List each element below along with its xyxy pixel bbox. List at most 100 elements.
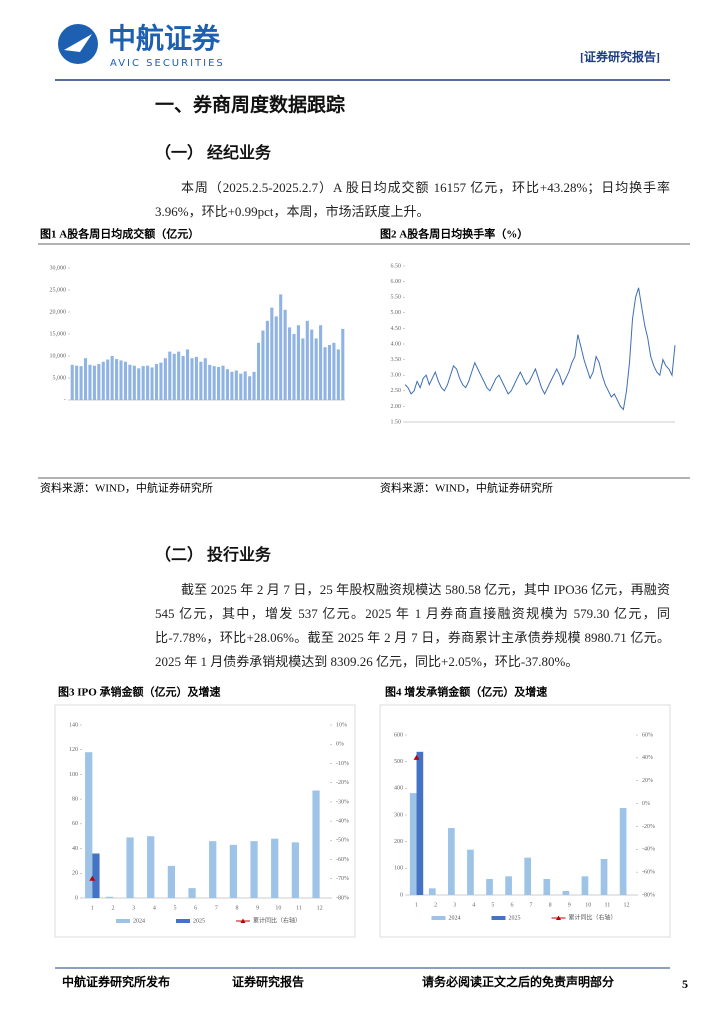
bar [524,857,532,895]
bar [159,362,163,400]
bar [221,365,225,400]
bar [79,366,83,400]
footer-left: 中航证券研究所发布 [62,974,170,989]
bar [70,364,74,400]
page-number: 5 [682,977,688,991]
legend-label: 2025 [509,915,521,921]
bar [312,790,320,898]
bar [274,316,278,400]
y-tick-label: 120 [69,747,78,753]
y2-tick-label: 60% [642,732,653,738]
x-tick-label: 4 [472,902,475,908]
bar [301,338,305,400]
x-tick-label: 8 [549,902,552,908]
bar [314,338,318,400]
bar [505,876,512,895]
paragraph: 截至 2025 年 2 月 7 日，25 年股权融资规模达 580.58 亿元，… [155,582,670,669]
bar [172,353,176,400]
bar [92,853,100,898]
x-tick-label: 12 [317,905,323,911]
y2-tick-label: 20% [642,778,653,784]
figure-frame [54,704,356,938]
bar [217,367,221,400]
bar [234,370,238,400]
bar [428,888,436,895]
bar [83,358,88,400]
x-tick-label: 3 [132,905,135,911]
bar [132,365,136,400]
y-tick-label: 5.00 [391,310,402,316]
bar [291,842,299,898]
section-title: 一、券商周度数据跟踪 [155,95,346,116]
bar [92,365,96,400]
bar [486,879,493,895]
bar [327,345,332,400]
bar [185,349,190,400]
y-tick-label: 25,000 [50,287,67,293]
y-tick-label: 20 [72,871,78,877]
x-tick-label: 9 [256,905,259,911]
x-tick-label: 9 [568,902,571,908]
bar [188,888,196,898]
x-tick-label: 1 [415,902,418,908]
footer-middle: 证券研究报告 [232,974,304,989]
report-tag: [证券研究报告] [580,49,660,64]
figure-title: 图2 A股各周日均换手率（%） [380,227,528,241]
bar [288,327,292,400]
bar [448,828,455,895]
bar [154,363,159,400]
bar [150,367,154,400]
bar [250,841,258,898]
bar [199,361,203,400]
y-tick-label: 6.50 [391,263,402,269]
bar [283,309,287,400]
bar [212,366,216,400]
bar [123,361,127,400]
bar [409,793,417,895]
x-tick-label: 10 [275,905,281,911]
x-tick-label: 6 [510,902,513,908]
line [404,287,676,411]
bar [279,294,283,400]
x-tick-label: 11 [604,902,610,908]
logo-cn: 中航证券 [108,22,221,55]
bar [270,307,274,400]
y-tick-label: 2.00 [391,404,402,410]
y-tick-label: 60 [72,821,78,827]
bar [310,329,314,400]
bar [252,371,256,400]
logo-en: AVIC SECURITIES [110,58,225,69]
x-tick-label: 7 [215,905,218,911]
y2-tick-label: -80% [642,892,655,898]
figure-title: 图3 IPO 承销金额（亿元）及增速 [58,685,221,699]
y-tick-label: 40 [72,846,78,852]
logo-plane [64,34,92,52]
bar [305,320,309,400]
bar [256,342,261,400]
legend-label: 2024 [133,918,145,924]
legend-label: 累计同比（右轴） [569,913,617,921]
bar [332,342,336,400]
bar [168,351,172,400]
y2-tick-label: -40% [642,847,655,853]
bar [562,891,570,895]
bar [85,752,93,898]
y-tick-label: 30,000 [50,265,67,271]
y-tick-label: - [64,397,66,403]
legend-swatch [556,915,561,920]
bar [323,347,327,400]
figure-title: 图1 A股各周日均成交额（亿元） [40,227,199,241]
y2-tick-label: -30% [336,799,349,805]
bar [101,361,105,400]
y2-tick-label: -60% [642,870,655,876]
y2-tick-label: -70% [336,876,349,882]
bar [229,844,237,898]
x-tick-label: 1 [91,905,94,911]
x-tick-label: 8 [236,905,239,911]
figure-source: 资料来源：WIND，中航证券研究所 [380,481,553,495]
bar [167,865,175,898]
y-tick-label: 5,000 [53,375,67,381]
y-tick-label: 1.50 [391,419,402,425]
bar [106,359,110,400]
y-tick-label: 140 [69,722,78,728]
